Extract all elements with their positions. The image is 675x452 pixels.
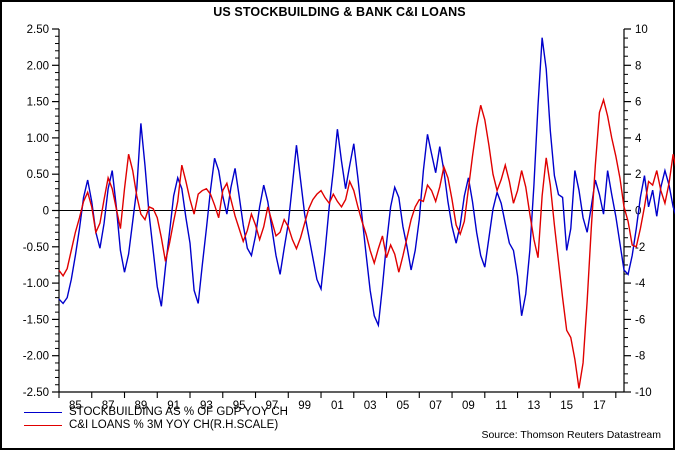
right-axis-tick-label: 4 [635, 133, 642, 145]
right-axis-tick-label: -4 [635, 278, 646, 290]
x-axis-tick-label: 85 [69, 400, 82, 412]
right-axis-tick-label: -8 [635, 351, 645, 363]
legend-swatch-red-line-icon [24, 425, 62, 426]
left-axis-tick-label: 1.50 [27, 97, 49, 109]
series-line-stockbuilding [58, 37, 675, 328]
x-axis-tick-label: 95 [233, 400, 246, 412]
legend-label-ci-loans: C&I LOANS % 3M YOY CH(R.H.SCALE) [69, 419, 279, 432]
x-axis-tick-label: 05 [397, 400, 410, 412]
right-axis-tick-label: 8 [635, 60, 641, 72]
legend-item-stockbuilding: STOCKBUILDING AS % OF GDP YOY CH [20, 406, 288, 419]
left-axis-tick-label: -2.50 [23, 387, 49, 399]
left-axis-tick-label: -2.00 [23, 351, 49, 363]
x-axis-tick-label: 99 [298, 400, 311, 412]
x-axis-tick-label: 07 [429, 400, 442, 412]
left-axis-tick-label: 0.50 [27, 169, 49, 181]
legend-swatch-blue-line-icon [24, 412, 62, 413]
legend-label-stockbuilding: STOCKBUILDING AS % OF GDP YOY CH [69, 406, 288, 419]
right-axis-tick-label: 6 [635, 97, 641, 109]
legend-item-ci-loans: C&I LOANS % 3M YOY CH(R.H.SCALE) [20, 419, 288, 432]
x-axis-tick-label: 11 [495, 400, 507, 412]
left-axis-tick-label: -0.50 [23, 242, 49, 254]
right-axis-tick-label: -10 [635, 387, 652, 399]
x-axis-tick-label: 97 [266, 400, 279, 412]
left-axis-tick-label: 1.00 [27, 133, 49, 145]
left-axis-tick-label: -1.50 [23, 314, 49, 326]
right-axis-tick-label: -6 [635, 314, 645, 326]
right-axis-tick-label: 2 [635, 169, 641, 181]
source-attribution: Source: Thomson Reuters Datastream [481, 429, 661, 441]
left-axis-tick-label: 0 [43, 206, 49, 218]
left-axis-tick-label: 2.00 [27, 60, 49, 72]
chart-legend: STOCKBUILDING AS % OF GDP YOY CH C&I LOA… [20, 406, 288, 432]
x-axis-tick-label: 93 [200, 400, 213, 412]
x-axis-tick-label: 09 [462, 400, 475, 412]
x-axis-tick-label: 13 [528, 400, 541, 412]
series-line-ci-loans [58, 97, 675, 389]
x-axis-tick-label: 91 [167, 400, 180, 412]
left-axis-tick-label: -1.00 [23, 278, 49, 290]
x-axis-tick-label: 15 [560, 400, 573, 412]
x-axis-tick-label: 89 [134, 400, 147, 412]
x-axis-tick-label: 01 [331, 400, 344, 412]
x-axis-tick-label: 17 [593, 400, 606, 412]
x-axis-tick-label: 87 [102, 400, 115, 412]
chart-title: US STOCKBUILDING & BANK C&I LOANS [213, 5, 466, 19]
right-axis-tick-label: -2 [635, 242, 645, 254]
right-axis-tick-label: 10 [635, 24, 648, 36]
left-axis-tick-label: 2.50 [27, 24, 49, 36]
x-axis-tick-label: 03 [364, 400, 377, 412]
